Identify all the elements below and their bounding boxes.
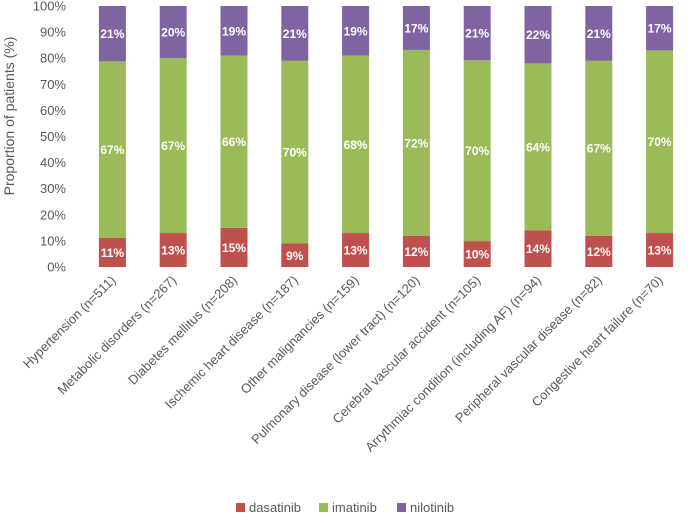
y-tick-label: 70%	[40, 77, 66, 92]
data-label-imatinib: 67%	[100, 143, 124, 157]
data-label-dasatinib: 9%	[286, 249, 304, 263]
x-category-label: Metabolic disorders (n=267)	[55, 273, 180, 398]
y-tick-label: 100%	[33, 0, 67, 14]
y-tick-label: 30%	[40, 181, 66, 196]
data-label-nilotinib: 17%	[648, 22, 672, 36]
y-tick-label: 80%	[40, 51, 66, 66]
bar-segment-dasatinib	[159, 233, 187, 267]
bar-segment-dasatinib	[281, 243, 309, 267]
legend-label-imatinib: imatinib	[332, 500, 377, 515]
data-label-nilotinib: 21%	[100, 27, 124, 41]
bar-segment-nilotinib	[646, 6, 674, 51]
bar-segment-nilotinib	[402, 6, 430, 50]
bar-segment-imatinib	[524, 63, 552, 231]
data-label-nilotinib: 21%	[465, 27, 489, 41]
data-label-imatinib: 64%	[526, 140, 550, 154]
bar-segment-nilotinib	[98, 6, 126, 62]
data-label-imatinib: 72%	[404, 136, 428, 150]
x-category-label: Ischemic heart disease (n=187)	[162, 273, 301, 412]
bar-segment-nilotinib	[463, 6, 491, 61]
bar-segment-imatinib	[463, 60, 491, 242]
x-axis-labels: Hypertension (n=511)Metabolic disorders …	[20, 273, 666, 455]
bar-segment-dasatinib	[402, 235, 430, 267]
data-label-nilotinib: 19%	[344, 24, 368, 38]
bar-segment-dasatinib	[220, 227, 248, 267]
data-label-dasatinib: 13%	[648, 244, 672, 258]
bar-segment-imatinib	[585, 60, 613, 236]
bar-segment-nilotinib	[585, 6, 613, 61]
bar-segment-nilotinib	[524, 6, 552, 64]
data-label-imatinib: 67%	[161, 139, 185, 153]
data-label-imatinib: 70%	[465, 144, 489, 158]
y-tick-label: 90%	[40, 25, 66, 40]
legend-swatch-dasatinib	[236, 503, 245, 512]
data-label-dasatinib: 14%	[526, 242, 550, 256]
bar-segment-nilotinib	[220, 6, 248, 56]
x-category-label: Congestive heart failure (n=70)	[529, 273, 666, 410]
data-label-nilotinib: 21%	[587, 27, 611, 41]
bar-segment-imatinib	[402, 49, 430, 236]
y-tick-label: 40%	[40, 155, 66, 170]
x-category-label: Diabetes mellitus (n=208)	[125, 273, 240, 388]
data-label-nilotinib: 20%	[161, 26, 185, 40]
data-label-imatinib: 70%	[283, 146, 307, 160]
data-label-imatinib: 70%	[648, 135, 672, 149]
data-label-dasatinib: 13%	[344, 244, 368, 258]
y-tick-label: 20%	[40, 207, 66, 222]
bars	[98, 6, 674, 267]
bar-segment-imatinib	[342, 55, 370, 234]
y-tick-label: 10%	[40, 233, 66, 248]
data-label-dasatinib: 13%	[161, 244, 185, 258]
bar-segment-dasatinib	[342, 233, 370, 267]
bar-segment-imatinib	[220, 55, 248, 228]
bar-segment-dasatinib	[524, 230, 552, 267]
y-axis: 0% 10% 20% 30% 40% 50% 60% 70% 80% 90% 100%	[33, 0, 67, 275]
bar-segment-dasatinib	[585, 235, 613, 267]
data-label-nilotinib: 19%	[222, 24, 246, 38]
bar-segment-nilotinib	[342, 6, 370, 56]
data-label-imatinib: 67%	[587, 142, 611, 156]
data-label-nilotinib: 21%	[283, 27, 307, 41]
bar-segment-imatinib	[98, 61, 126, 239]
x-category-label: Other malignancies (n=159)	[237, 273, 361, 397]
data-label-dasatinib: 12%	[404, 245, 428, 259]
data-label-dasatinib: 11%	[101, 246, 125, 260]
bar-segment-imatinib	[646, 50, 674, 234]
legend: dasatinib imatinib nilotinib	[236, 500, 454, 515]
data-label-nilotinib: 22%	[526, 28, 550, 42]
bar-segment-dasatinib	[463, 241, 491, 267]
y-tick-label: 50%	[40, 129, 66, 144]
y-axis-title: Proportion of patients (%)	[1, 37, 17, 196]
bar-segment-dasatinib	[98, 238, 126, 267]
data-label-dasatinib: 15%	[222, 241, 246, 255]
bar-segment-nilotinib	[281, 6, 309, 61]
legend-label-nilotinib: nilotinib	[410, 500, 454, 515]
data-label-dasatinib: 12%	[587, 245, 611, 259]
bar-segment-dasatinib	[646, 233, 674, 267]
bar-segment-imatinib	[159, 58, 187, 234]
legend-label-dasatinib: dasatinib	[249, 500, 301, 515]
y-tick-label: 0%	[47, 260, 66, 275]
y-tick-label: 60%	[40, 103, 66, 118]
legend-swatch-imatinib	[319, 503, 328, 512]
segment-labels: 11% 67% 21% 13% 67% 20% 15% 66% 19% 9% 70% 21% 13% 68…	[100, 21, 672, 262]
bar-segment-imatinib	[281, 60, 309, 244]
data-label-imatinib: 66%	[222, 135, 246, 149]
data-label-dasatinib: 10%	[465, 248, 489, 262]
legend-swatch-nilotinib	[397, 503, 406, 512]
data-label-imatinib: 68%	[344, 138, 368, 152]
bar-segment-nilotinib	[159, 6, 187, 59]
data-label-nilotinib: 17%	[404, 21, 428, 35]
